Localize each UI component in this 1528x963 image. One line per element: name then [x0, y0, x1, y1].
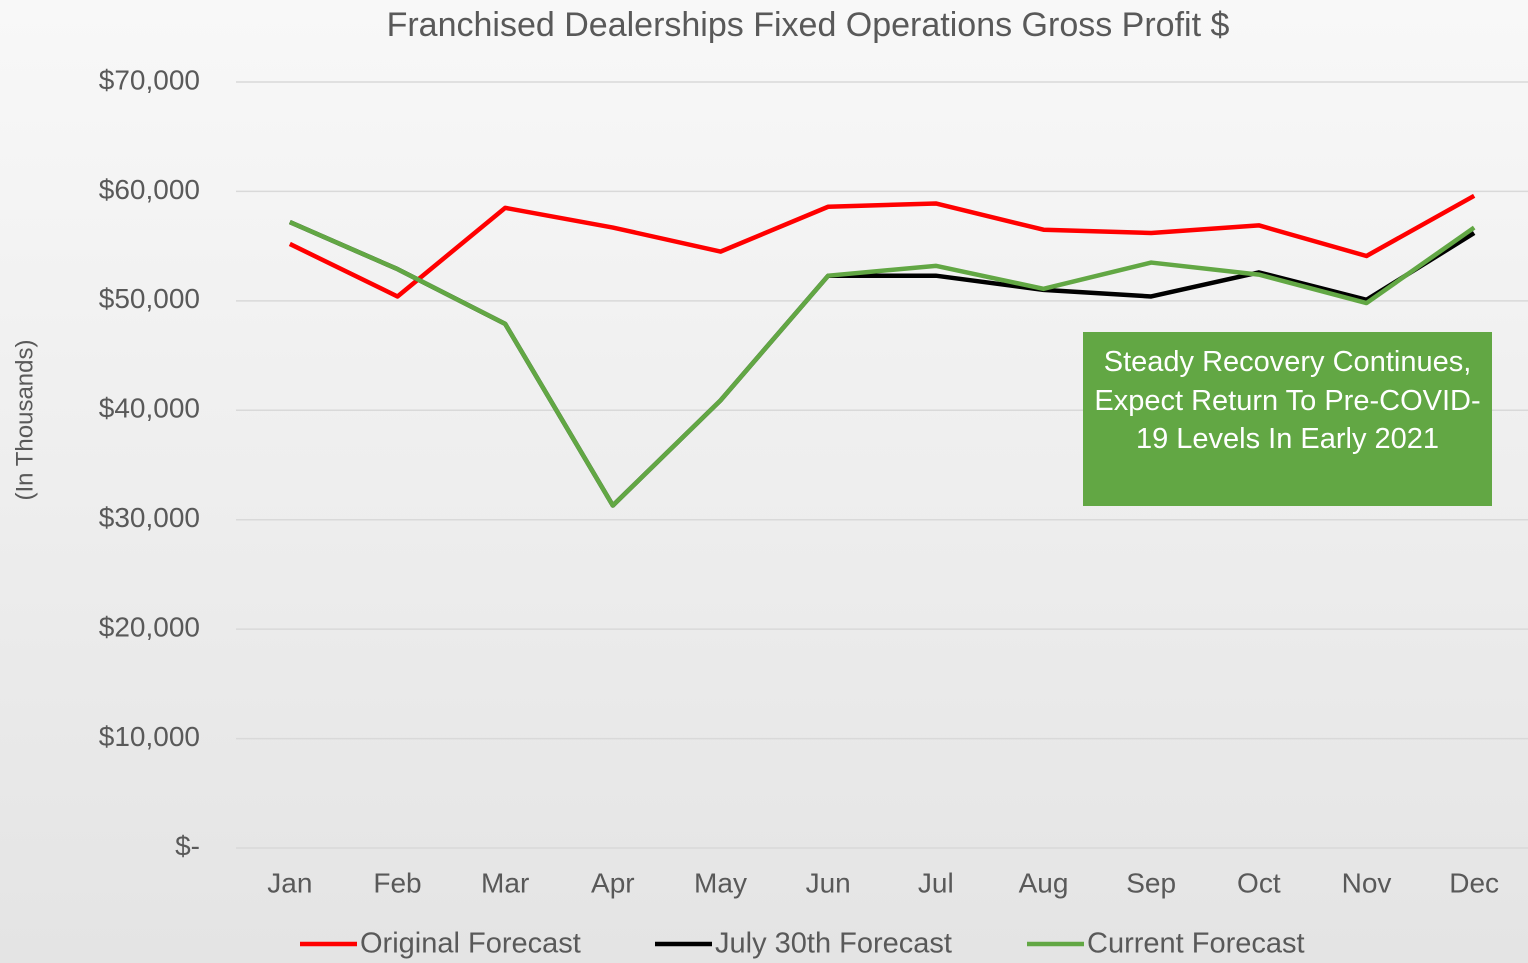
x-tick-label: Jul — [918, 867, 954, 898]
x-tick-label: May — [694, 867, 747, 898]
annotation: Steady Recovery Continues, Expect Return… — [1083, 332, 1492, 506]
y-tick-label: $10,000 — [99, 721, 200, 752]
y-tick-label: $70,000 — [99, 64, 200, 95]
y-tick-label: $60,000 — [99, 174, 200, 205]
series-line — [288, 193, 1476, 299]
x-tick-label: Aug — [1019, 867, 1069, 898]
series-line — [288, 220, 1476, 508]
x-tick-label: Jun — [806, 867, 851, 898]
y-tick-label: $50,000 — [99, 283, 200, 314]
x-tick-label: Sep — [1126, 867, 1176, 898]
x-tick-label: Feb — [373, 867, 421, 898]
x-tick-label: Mar — [481, 867, 529, 898]
y-tick-label: $- — [175, 830, 200, 861]
x-tick-label: Nov — [1342, 867, 1392, 898]
x-tick-label: Dec — [1449, 867, 1499, 898]
y-axis-label: (In Thousands) — [11, 340, 38, 501]
y-tick-label: $20,000 — [99, 612, 200, 643]
legend-label: Current Forecast — [1087, 928, 1305, 960]
x-tick-label: Apr — [591, 867, 635, 898]
y-tick-label: $30,000 — [99, 502, 200, 533]
x-tick-label: Oct — [1237, 867, 1281, 898]
legend-label: July 30th Forecast — [715, 928, 952, 960]
chart-title: Franchised Dealerships Fixed Operations … — [387, 6, 1230, 44]
x-tick-label: Jan — [267, 867, 312, 898]
legend-label: Original Forecast — [360, 928, 581, 960]
y-tick-label: $40,000 — [99, 393, 200, 424]
